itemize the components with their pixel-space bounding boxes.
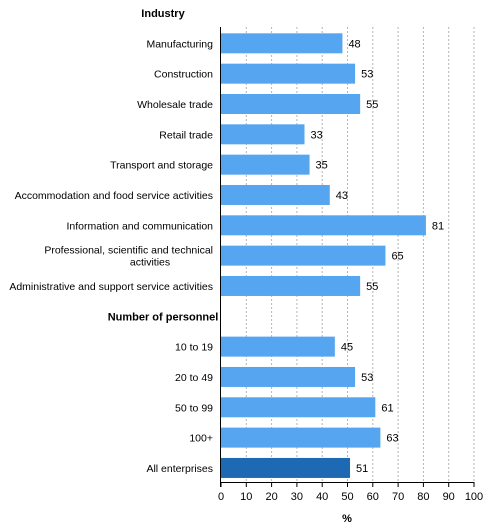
data-label: 48 [348,38,360,50]
bar [221,427,381,448]
category-label: Retail trade [159,129,213,141]
data-label: 61 [381,402,393,414]
bars [221,33,426,478]
x-tick-label: 0 [218,491,224,503]
data-label: 33 [310,129,322,141]
data-label: 55 [366,99,378,111]
data-label: 53 [361,372,373,384]
x-tick-label: 40 [316,491,328,503]
category-label: Accommodation and food service activitie… [15,190,213,202]
bar [221,215,426,236]
x-tick-label: 60 [367,491,379,503]
data-label: 53 [361,69,373,81]
data-label: 63 [386,433,398,445]
category-label: All enterprises [146,463,213,475]
bar [221,93,361,114]
x-tick-label: 30 [291,491,303,503]
data-label: 45 [341,342,353,354]
data-label: 55 [366,281,378,293]
category-label: 10 to 19 [175,342,213,354]
bar [221,154,310,175]
category-label: 100+ [189,433,213,445]
bar [221,397,376,418]
data-label: 43 [336,190,348,202]
x-axis: 0 10 20 30 40 50 60 70 80 90 100 [218,27,483,503]
bar [221,366,356,387]
bar [221,245,386,266]
bar [221,275,361,296]
data-label: 35 [316,160,328,172]
bar [221,336,335,357]
x-tick-label: 10 [240,491,252,503]
x-axis-title: % [342,513,352,525]
category-label: Administrative and support service activ… [9,281,213,293]
bar [221,184,330,205]
data-label: 81 [432,220,444,232]
data-label: 51 [356,463,368,475]
category-label: Transport and storage [110,160,213,172]
category-label: Information and communication [67,220,214,232]
category-label: Wholesale trade [137,99,213,111]
data-label: 65 [391,251,403,263]
bar [221,33,343,54]
category-label: Manufacturing [146,38,213,50]
bar [221,124,305,145]
bar [221,457,351,478]
x-tick-label: 70 [392,491,404,503]
data-labels: 48 53 55 33 35 43 81 65 55 45 53 61 63 51 [310,38,444,475]
x-tick-label: 100 [465,491,483,503]
x-tick-label: 50 [341,491,353,503]
bar [221,63,356,84]
category-labels: Industry Manufacturing Construction Wholesa… [9,8,218,475]
category-label: Construction [154,69,213,81]
group-heading: Number of personnel [108,311,219,323]
category-label: Professional, scientific and technical ac… [44,245,213,269]
x-tick-label: 80 [417,491,429,503]
x-tick-label: 90 [443,491,455,503]
x-tick-label: 20 [265,491,277,503]
group-heading: Industry [141,8,185,20]
category-label: 20 to 49 [175,372,213,384]
category-label: 50 to 99 [175,402,213,414]
